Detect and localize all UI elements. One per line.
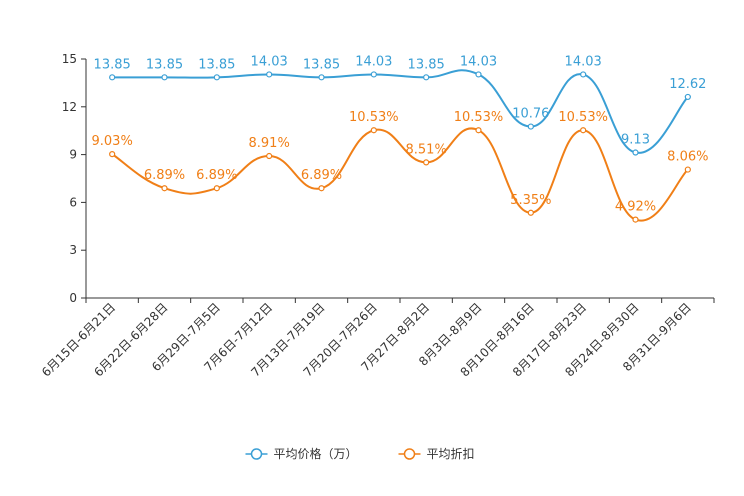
data-point: [580, 71, 587, 78]
data-point: [423, 159, 430, 166]
series-layer: [109, 69, 691, 223]
data-label: 13.85: [408, 57, 445, 72]
data-label: 10.76: [512, 107, 549, 122]
y-tick-label: 12: [62, 100, 77, 114]
data-label: 10.53%: [454, 110, 504, 125]
legend-marker: [250, 448, 263, 460]
data-label: 8.91%: [249, 136, 290, 151]
data-point: [213, 185, 220, 192]
legend-marker: [403, 448, 416, 460]
data-point: [370, 71, 377, 78]
data-point: [632, 216, 639, 223]
data-label: 14.03: [460, 54, 497, 69]
data-label: 14.03: [355, 54, 392, 69]
data-point: [161, 74, 168, 81]
data-label: 13.85: [198, 57, 235, 72]
data-label: 9.13: [621, 133, 650, 148]
data-point: [475, 71, 482, 78]
data-label: 4.92%: [615, 200, 656, 215]
data-label: 6.89%: [144, 168, 185, 183]
data-point: [213, 74, 220, 81]
data-label: 13.85: [303, 57, 340, 72]
y-tick-label: 15: [62, 52, 77, 66]
data-label: 13.85: [94, 57, 131, 72]
data-point: [475, 127, 482, 134]
data-label: 13.85: [146, 57, 183, 72]
legend-label: 平均价格（万）: [274, 446, 358, 461]
data-point: [370, 127, 377, 134]
data-label: 8.51%: [406, 142, 447, 157]
axes: 036912156月15日-6月21日6月22日-6月28日6月29日-7月5日…: [39, 52, 715, 380]
data-point: [527, 123, 534, 130]
data-point: [684, 93, 691, 101]
data-point: [318, 74, 325, 81]
data-label: 8.06%: [667, 150, 708, 165]
data-point: [318, 185, 325, 192]
data-label: 9.03%: [92, 134, 133, 149]
y-tick-label: 6: [69, 195, 77, 209]
data-point: [684, 166, 691, 173]
legend: 平均价格（万） 平均折扣: [245, 446, 475, 461]
data-label: 6.89%: [196, 168, 237, 183]
data-point: [580, 127, 587, 134]
data-label: 14.03: [565, 54, 602, 69]
data-point: [266, 152, 273, 160]
data-label: 10.53%: [349, 110, 399, 125]
y-tick-label: 0: [69, 291, 77, 305]
data-point: [632, 149, 639, 156]
data-label: 12.62: [669, 77, 706, 92]
data-point: [266, 71, 273, 78]
y-tick-label: 3: [69, 243, 77, 257]
data-point: [109, 151, 116, 158]
data-label: 10.53%: [558, 110, 608, 125]
data-label: 14.03: [251, 54, 288, 69]
data-point: [161, 185, 168, 192]
data-point: [423, 74, 430, 81]
data-label: 5.35%: [510, 193, 551, 208]
data-point: [109, 74, 116, 81]
legend-label: 平均折扣: [427, 446, 475, 461]
y-tick-label: 9: [69, 148, 77, 162]
data-labels: 13.85 13.85 13.85 14.03 13.85 14.03 13.85 14.03…: [92, 54, 709, 214]
data-point: [527, 209, 534, 216]
data-label: 6.89%: [301, 168, 342, 183]
